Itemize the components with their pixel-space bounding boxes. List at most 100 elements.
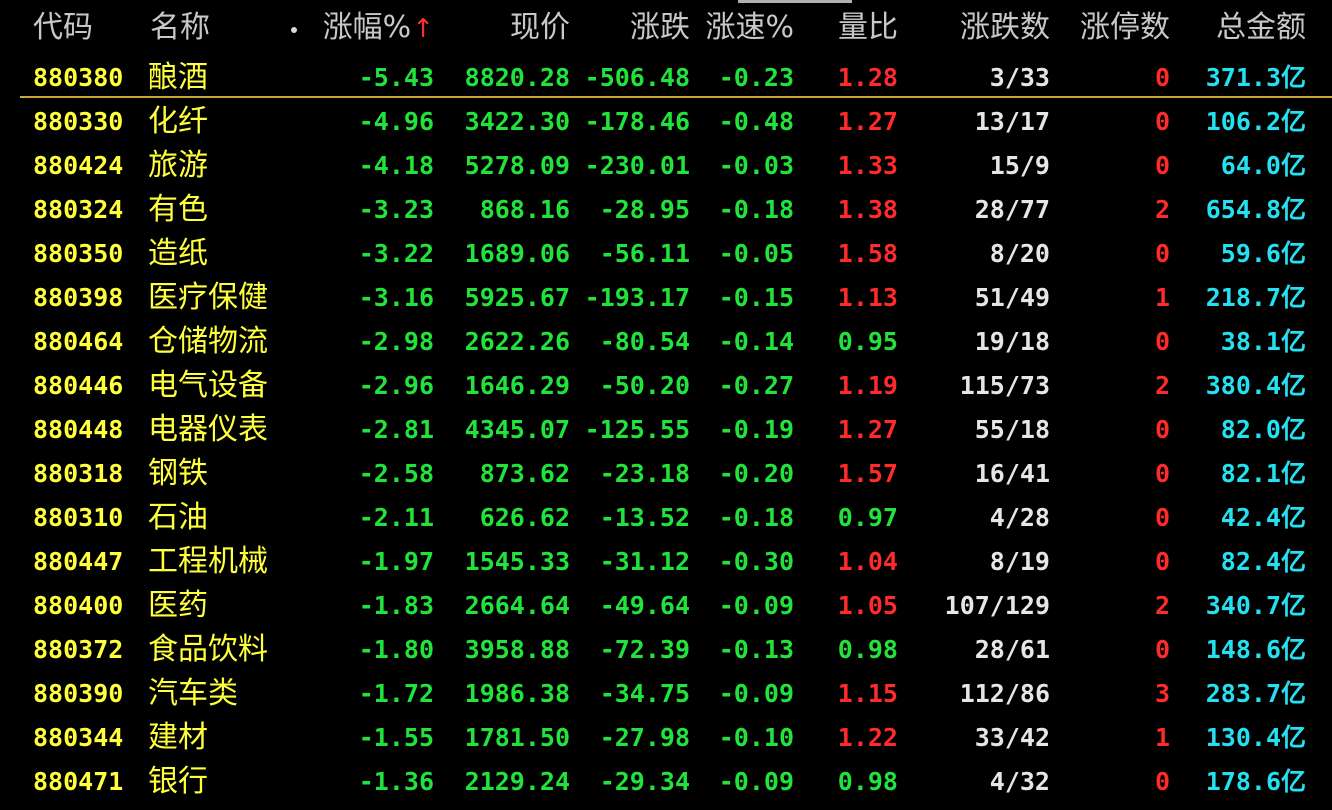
- cell-limit-up: 1: [1154, 723, 1170, 752]
- cell-volume-ratio: 1.15: [837, 679, 898, 708]
- table-row[interactable]: 880344 建材 -1.55 1781.50 -27.98 -0.10 1.22 33/42…: [0, 716, 1332, 760]
- cell-name: 化纤: [148, 104, 208, 139]
- cell-speed: -0.14: [718, 327, 794, 356]
- cell-change: -50.20: [599, 371, 690, 400]
- cell-code: 880447: [33, 547, 124, 576]
- cell-limit-up: 0: [1154, 767, 1170, 796]
- col-header-change[interactable]: 涨跌: [630, 10, 690, 45]
- cell-name: 旅游: [148, 148, 208, 183]
- cell-pct: -2.81: [358, 415, 434, 444]
- cell-limit-up: 3: [1154, 679, 1170, 708]
- cell-name: 仓储物流: [148, 324, 268, 359]
- col-header-pct[interactable]: 涨幅%↑: [300, 8, 434, 48]
- cell-volume-ratio: 1.38: [837, 195, 898, 224]
- col-header-code[interactable]: 代码: [33, 10, 93, 45]
- cell-up-down: 3/33: [989, 63, 1050, 92]
- cell-amount: 371.3亿: [1205, 63, 1306, 92]
- table-row[interactable]: 880350 造纸 -3.22 1689.06 -56.11 -0.05 1.58 8/20 0…: [0, 232, 1332, 276]
- column-menu-dot-icon[interactable]: [291, 27, 297, 33]
- cell-change: -31.12: [599, 547, 690, 576]
- cell-amount: 283.7亿: [1205, 679, 1306, 708]
- cell-volume-ratio: 1.27: [837, 107, 898, 136]
- cell-change: -27.98: [599, 723, 690, 752]
- table-row[interactable]: 880400 医药 -1.83 2664.64 -49.64 -0.09 1.05 107/1…: [0, 584, 1332, 628]
- table-row[interactable]: 880464 仓储物流 -2.98 2622.26 -80.54 -0.14 0.95 19/…: [0, 320, 1332, 364]
- cell-code: 880448: [33, 415, 124, 444]
- cell-price: 8820.28: [464, 63, 570, 92]
- cell-speed: -0.19: [718, 415, 794, 444]
- cell-change: -56.11: [599, 239, 690, 268]
- cell-code: 880324: [33, 195, 124, 224]
- cell-code: 880446: [33, 371, 124, 400]
- cell-amount: 148.6亿: [1205, 635, 1306, 664]
- cell-amount: 42.4亿: [1220, 503, 1306, 532]
- cell-limit-up: 0: [1154, 635, 1170, 664]
- table-row[interactable]: 880424 旅游 -4.18 5278.09 -230.01 -0.03 1.33 15/9…: [0, 144, 1332, 188]
- cell-code: 880310: [33, 503, 124, 532]
- col-header-speed[interactable]: 涨速%: [705, 10, 794, 45]
- cell-speed: -0.09: [718, 591, 794, 620]
- cell-volume-ratio: 1.04: [837, 547, 898, 576]
- table-row[interactable]: 880398 医疗保健 -3.16 5925.67 -193.17 -0.15 1.13 51…: [0, 276, 1332, 320]
- cell-amount: 218.7亿: [1205, 283, 1306, 312]
- cell-pct: -2.98: [358, 327, 434, 356]
- cell-name: 石油: [148, 500, 208, 535]
- cell-up-down: 8/20: [989, 239, 1050, 268]
- table-row[interactable]: 880446 电气设备 -2.96 1646.29 -50.20 -0.27 1.19 115…: [0, 364, 1332, 408]
- cell-code: 880344: [33, 723, 124, 752]
- cell-pct: -1.83: [358, 591, 434, 620]
- cell-limit-up: 0: [1154, 327, 1170, 356]
- cell-code: 880380: [33, 63, 124, 92]
- cell-speed: -0.20: [718, 459, 794, 488]
- cell-limit-up: 0: [1154, 503, 1170, 532]
- cell-limit-up: 2: [1154, 591, 1170, 620]
- cell-code: 880400: [33, 591, 124, 620]
- cell-speed: -0.05: [718, 239, 794, 268]
- table-row[interactable]: 880471 银行 -1.36 2129.24 -29.34 -0.09 0.98 4/32 0…: [0, 760, 1332, 804]
- cell-speed: -0.15: [718, 283, 794, 312]
- cell-code: 880424: [33, 151, 124, 180]
- col-header-up-down[interactable]: 涨跌数: [960, 10, 1050, 45]
- cell-limit-up: 0: [1154, 459, 1170, 488]
- table-row[interactable]: 880380 酿酒 -5.43 8820.28 -506.48 -0.23 1.28 3/33…: [0, 56, 1332, 100]
- cell-amount: 340.7亿: [1205, 591, 1306, 620]
- col-header-price[interactable]: 现价: [510, 10, 570, 45]
- cell-pct: -2.58: [358, 459, 434, 488]
- table-row[interactable]: 880330 化纤 -4.96 3422.30 -178.46 -0.48 1.27 13/1…: [0, 100, 1332, 144]
- sort-ascending-icon: ↑: [412, 14, 434, 44]
- cell-speed: -0.18: [718, 503, 794, 532]
- cell-name: 造纸: [148, 236, 208, 271]
- cell-speed: -0.23: [718, 63, 794, 92]
- table-row[interactable]: 880318 钢铁 -2.58 873.62 -23.18 -0.20 1.57 16/41 0…: [0, 452, 1332, 496]
- cell-name: 食品饮料: [148, 632, 268, 667]
- cell-price: 1986.38: [464, 679, 570, 708]
- table-row[interactable]: 880447 工程机械 -1.97 1545.33 -31.12 -0.30 1.04 8/1…: [0, 540, 1332, 584]
- cell-up-down: 112/86: [959, 679, 1050, 708]
- col-header-limit-up[interactable]: 涨停数: [1080, 10, 1170, 45]
- cell-code: 880390: [33, 679, 124, 708]
- cell-code: 880398: [33, 283, 124, 312]
- cell-pct: -4.18: [358, 151, 434, 180]
- cell-up-down: 33/42: [974, 723, 1050, 752]
- table-row[interactable]: 880372 食品饮料 -1.80 3958.88 -72.39 -0.13 0.98 28/…: [0, 628, 1332, 672]
- cell-price: 3422.30: [464, 107, 570, 136]
- cell-limit-up: 0: [1154, 239, 1170, 268]
- table-row[interactable]: 880324 有色 -3.23 868.16 -28.95 -0.18 1.38 28/77 2…: [0, 188, 1332, 232]
- col-header-volume-ratio[interactable]: 量比: [838, 10, 898, 45]
- table-row[interactable]: 880448 电器仪表 -2.81 4345.07 -125.55 -0.19 1.27 55…: [0, 408, 1332, 452]
- cell-price: 626.62: [479, 503, 570, 532]
- cell-code: 880464: [33, 327, 124, 356]
- col-header-amount[interactable]: 总金额: [1216, 10, 1306, 45]
- cell-pct: -1.72: [358, 679, 434, 708]
- table-row[interactable]: 880310 石油 -2.11 626.62 -13.52 -0.18 0.97 4/28 0 4…: [0, 496, 1332, 540]
- cell-price: 2129.24: [464, 767, 570, 796]
- cell-up-down: 55/18: [974, 415, 1050, 444]
- cell-limit-up: 0: [1154, 547, 1170, 576]
- cell-price: 3958.88: [464, 635, 570, 664]
- cell-amount: 178.6亿: [1205, 767, 1306, 796]
- cell-amount: 82.0亿: [1220, 415, 1306, 444]
- cell-pct: -3.22: [358, 239, 434, 268]
- col-header-name[interactable]: 名称: [150, 10, 210, 45]
- table-row[interactable]: 880390 汽车类 -1.72 1986.38 -34.75 -0.09 1.15 112/…: [0, 672, 1332, 716]
